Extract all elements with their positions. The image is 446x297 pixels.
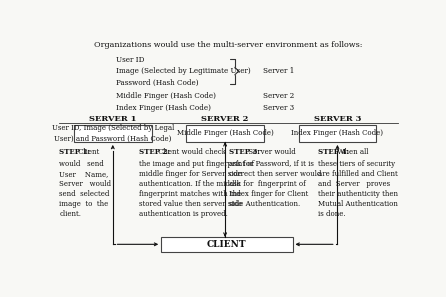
Text: STEP 2:: STEP 2:: [139, 148, 170, 156]
Text: STEP 4:: STEP 4:: [318, 148, 350, 156]
Text: Index Finger (Hash Code): Index Finger (Hash Code): [116, 104, 211, 112]
Text: would   send
User    Name,
Server   would
send  selected
image  to  the
client.: would send User Name, Server would send …: [59, 159, 111, 218]
Text: SERVER 2: SERVER 2: [202, 115, 249, 123]
Text: Client: Client: [76, 148, 99, 156]
Text: ask for Password, if it is
correct then server would
ask for  fingerprint of
Ind: ask for Password, if it is correct then …: [229, 159, 322, 208]
Text: these tiers of security
are fulfilled and Client
and  Server   proves
their auth: these tiers of security are fulfilled an…: [318, 159, 398, 218]
Text: When all: When all: [335, 148, 369, 156]
FancyBboxPatch shape: [186, 125, 264, 142]
Text: Middle Finger (Hash Code): Middle Finger (Hash Code): [177, 129, 273, 138]
Text: SERVER 1: SERVER 1: [89, 115, 136, 123]
Text: the image and put fingerprint of
middle finger for Server side
authentication. I: the image and put fingerprint of middle …: [139, 159, 254, 218]
FancyBboxPatch shape: [298, 125, 376, 142]
Text: STEP 1:: STEP 1:: [59, 148, 90, 156]
Text: Index Finger (Hash Code): Index Finger (Hash Code): [291, 129, 384, 138]
Text: SERVER 3: SERVER 3: [314, 115, 361, 123]
Text: User ID, Image (Selected by Legal
User) and Password (Hash Code): User ID, Image (Selected by Legal User) …: [52, 124, 174, 143]
Text: Image (Selected by Legitimate User): Image (Selected by Legitimate User): [116, 67, 251, 75]
FancyBboxPatch shape: [161, 237, 293, 252]
Text: Server would: Server would: [246, 148, 296, 156]
Text: Server 1: Server 1: [263, 67, 294, 75]
Text: User ID: User ID: [116, 56, 145, 64]
Text: Organizations would use the multi-server environment as follows:: Organizations would use the multi-server…: [94, 41, 363, 49]
Text: Client would check: Client would check: [156, 148, 226, 156]
Text: CLIENT: CLIENT: [207, 240, 247, 249]
Text: Middle Finger (Hash Code): Middle Finger (Hash Code): [116, 92, 216, 100]
Text: STEP 3:: STEP 3:: [229, 148, 260, 156]
Text: Server 3: Server 3: [263, 104, 294, 112]
FancyBboxPatch shape: [74, 125, 152, 142]
Text: Password (Hash Code): Password (Hash Code): [116, 78, 199, 86]
Text: Server 2: Server 2: [263, 92, 294, 100]
